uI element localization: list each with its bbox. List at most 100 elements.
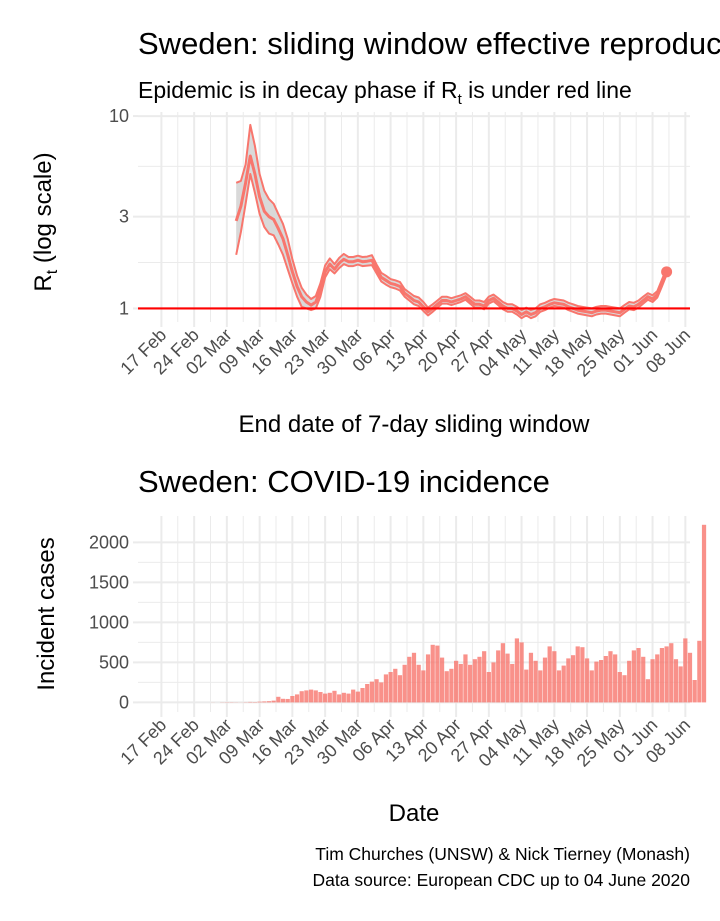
incidence-bar xyxy=(655,654,660,703)
incidence-bar xyxy=(341,692,346,703)
incidence-chart-title: Sweden: COVID-19 incidence xyxy=(138,464,550,499)
incidence-bar xyxy=(533,660,538,703)
rt-ylabel-subscript: t xyxy=(44,269,61,274)
incidence-bar xyxy=(308,689,314,703)
incidence-bar xyxy=(608,651,613,703)
incidence-y-axis-title: Incident cases xyxy=(33,537,60,690)
incidence-bar xyxy=(524,669,529,703)
rt-ylabel-rest: (log scale) xyxy=(30,152,57,269)
incidence-bar xyxy=(687,652,693,703)
incidence-bar xyxy=(449,668,454,703)
incidence-bar xyxy=(299,691,304,703)
incidence-bar xyxy=(482,651,487,703)
incidence-bar xyxy=(458,664,463,703)
incidence-bar xyxy=(594,661,599,703)
incidence-bar xyxy=(650,659,655,703)
incidence-bar xyxy=(673,659,679,703)
incidence-bar xyxy=(528,652,534,703)
incidence-bar xyxy=(542,657,548,703)
incidence-bar xyxy=(285,698,290,703)
rt-ylabel-main: R xyxy=(30,274,57,291)
incidence-bar xyxy=(351,689,356,703)
incidence-bar xyxy=(491,662,496,703)
incidence-bar xyxy=(669,643,674,703)
incidence-bar xyxy=(505,653,510,703)
incidence-bar xyxy=(374,679,379,703)
rt-panel: Sweden: sliding window effective reprodu… xyxy=(30,26,720,438)
incidence-bar xyxy=(599,660,604,703)
incidence-bar xyxy=(397,675,403,703)
rt-confidence-ribbon xyxy=(236,124,667,319)
incidence-bar xyxy=(266,701,272,703)
incidence-bar xyxy=(313,690,318,703)
incidence-bar xyxy=(645,679,650,703)
incidence-bar xyxy=(631,650,636,703)
incidence-bar xyxy=(435,645,440,703)
incidence-bar xyxy=(538,670,543,703)
incidence-y-tick-label: 0 xyxy=(119,692,129,712)
rt-y-tick-label: 1 xyxy=(119,298,129,318)
rt-chart-subtitle: Epidemic is in decay phase if Rt is unde… xyxy=(138,77,632,108)
incidence-bar xyxy=(692,680,697,703)
incidence-bar xyxy=(411,652,417,703)
incidence-bar xyxy=(439,657,445,703)
rt-y-tick-label: 10 xyxy=(109,106,129,126)
incidence-bar xyxy=(678,666,683,703)
incidence-bar xyxy=(388,672,393,703)
incidence-bar xyxy=(552,651,557,703)
rt-y-axis-title: Rt (log scale) xyxy=(30,152,61,291)
incidence-bar xyxy=(346,693,351,703)
incidence-bar xyxy=(355,691,360,703)
incidence-bar xyxy=(379,682,384,703)
incidence-y-tick-label: 1500 xyxy=(89,572,129,592)
incidence-bar xyxy=(323,693,328,703)
incidence-panel: Sweden: COVID-19 incidence 0 500 1000 1500 2… xyxy=(33,464,707,827)
incidence-bar xyxy=(290,696,295,703)
rt-lines xyxy=(234,123,673,320)
rt-y-tick-label: 3 xyxy=(119,207,129,227)
incidence-bar xyxy=(641,656,646,703)
incidence-bar xyxy=(402,664,407,703)
incidence-bar xyxy=(262,701,267,703)
rt-subtitle-subscript: t xyxy=(458,91,463,108)
incidence-bar xyxy=(697,640,702,703)
incidence-bar xyxy=(500,643,505,703)
incidence-bar xyxy=(430,644,435,703)
incidence-bar xyxy=(425,654,431,703)
incidence-y-tick-label: 500 xyxy=(99,652,129,672)
incidence-bar xyxy=(589,670,594,703)
incidence-bar xyxy=(327,692,332,703)
incidence-bar xyxy=(556,670,562,703)
incidence-bar xyxy=(514,638,520,703)
incidence-bar xyxy=(701,524,707,703)
incidence-bar xyxy=(617,672,622,703)
incidence-bar xyxy=(365,684,370,703)
incidence-bar xyxy=(393,668,398,703)
incidence-bar xyxy=(318,692,323,703)
incidence-bar xyxy=(369,681,374,703)
incidence-bar xyxy=(575,646,580,703)
incidence-bar xyxy=(360,688,365,703)
incidence-bar xyxy=(496,650,501,703)
incidence-bar xyxy=(510,664,515,703)
incidence-bar xyxy=(580,647,585,703)
incidence-bar xyxy=(561,665,566,703)
rt-x-axis-title: End date of 7-day sliding window xyxy=(239,411,591,438)
incidence-y-tick-label: 1000 xyxy=(89,612,129,632)
rt-ribbon xyxy=(236,124,667,319)
rt-subtitle-main: Epidemic is in decay phase if R xyxy=(138,77,458,103)
caption-line-1: Tim Churches (UNSW) & Nick Tierney (Mona… xyxy=(315,844,690,864)
incidence-bar xyxy=(332,690,337,703)
incidence-bar xyxy=(486,672,491,703)
rt-end-point xyxy=(661,266,673,278)
incidence-bar xyxy=(280,698,286,703)
incidence-bar xyxy=(337,694,342,703)
incidence-y-tick-labels: 0 500 1000 1500 2000 xyxy=(89,532,129,712)
incidence-bar xyxy=(421,670,426,703)
incidence-bar xyxy=(584,658,590,703)
incidence-bar xyxy=(276,696,281,703)
incidence-bar xyxy=(477,656,482,703)
incidence-bar xyxy=(627,660,632,703)
incidence-bar xyxy=(472,659,477,703)
